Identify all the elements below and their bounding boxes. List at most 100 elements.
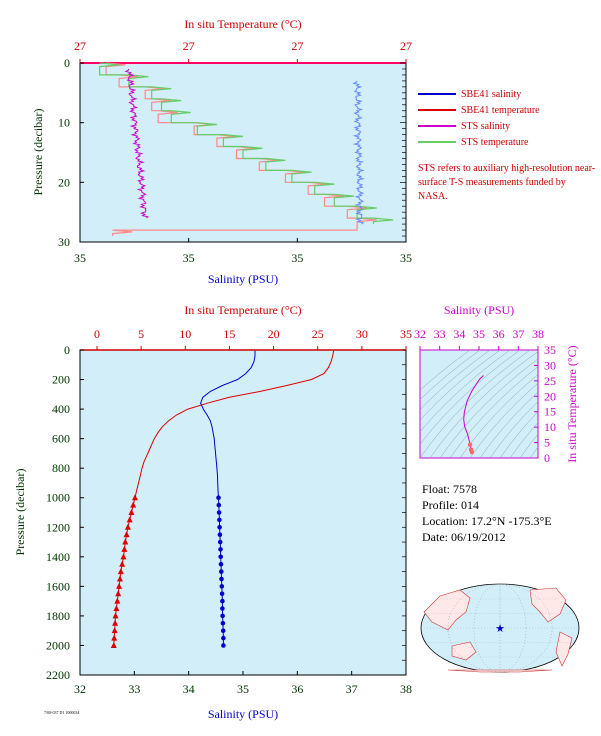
top-temp-tick-label: 27	[400, 39, 412, 53]
salinity-marker	[221, 635, 226, 641]
map-meridian	[473, 583, 527, 673]
temperature-marker	[121, 545, 128, 552]
top-sal-tick-label: 35	[400, 251, 412, 265]
main-temp-tick-label: 30	[356, 327, 368, 341]
temperature-marker	[131, 494, 138, 501]
salinity-marker	[220, 598, 225, 604]
top-panel-legend: SBE41 salinity SBE41 temperature STS salin…	[418, 86, 540, 150]
main-pressure-tick-label: 400	[52, 402, 70, 416]
main-temp-tick-label: 35	[400, 327, 412, 341]
top-pressure-tick-label: 10	[58, 116, 70, 130]
main-pressure-tick-label: 800	[52, 461, 70, 475]
temperature-marker	[110, 641, 117, 648]
legend-label: STS temperature	[461, 136, 529, 148]
main-pressure-tick-label: 1200	[46, 520, 70, 534]
top-sal-tick-label: 35	[74, 251, 86, 265]
ts-isopycnal	[420, 350, 501, 421]
legend-entry: STS salinity	[418, 118, 540, 134]
footer-text: 7/00-037 D1 1000034	[44, 710, 80, 715]
ts-isopycnal	[449, 366, 538, 458]
temperature-marker	[112, 612, 119, 619]
ts-sal-tick-label: 37	[512, 327, 524, 341]
ts-sal-tick-label: 33	[434, 327, 446, 341]
temperature-markers	[110, 494, 138, 648]
map-asia	[423, 589, 471, 631]
salinity-marker	[217, 539, 223, 545]
sts-note: STS refers to auxiliary high-resolution …	[418, 163, 596, 202]
ts-isopycnal	[420, 350, 521, 445]
top-temp-tick-label: 27	[74, 39, 86, 53]
top-panel-top-axis-title: In situ Temperature (°C)	[184, 17, 301, 31]
ts-isopycnal	[420, 350, 511, 433]
temperature-marker	[111, 634, 118, 641]
main-panel-bottom-axis-title: Salinity (PSU)	[208, 707, 278, 721]
main-panel-y-axis-title: Pressure (decibar)	[13, 469, 27, 556]
salinity-marker	[221, 643, 226, 648]
temperature-marker	[122, 538, 129, 545]
main-plot-area	[79, 349, 407, 676]
salinity-marker	[217, 532, 223, 537]
main-temp-tick-label: 20	[268, 327, 280, 341]
main-pressure-tick-label: 0	[64, 343, 70, 357]
top-trace-sts-temperature	[98, 62, 394, 225]
ts-temp-tick-label: 10	[544, 420, 556, 434]
salinity-marker	[219, 569, 224, 574]
temperature-marker	[126, 516, 133, 523]
location-map: ★	[420, 583, 580, 673]
top-panel-y-axis-title: Pressure (decibar)	[31, 109, 45, 196]
salinity-marker	[220, 606, 225, 611]
ts-isopycnal	[420, 350, 491, 410]
legend-entry: STS temperature	[418, 134, 540, 150]
ts-panel-top-ticks: 32 33 34 35 36 37 38	[414, 327, 544, 350]
top-panel-top-ticks: 27 27 27 27	[74, 39, 412, 63]
salinity-marker	[218, 561, 224, 567]
salinity-marker	[219, 584, 225, 589]
main-temp-tick-label: 15	[223, 327, 235, 341]
main-pressure-tick-label: 1400	[46, 550, 70, 564]
top-temp-tick-label: 27	[291, 39, 303, 53]
ts-sal-tick-label: 35	[473, 327, 485, 341]
main-temp-tick-label: 25	[312, 327, 324, 341]
ts-isopycnal	[479, 391, 538, 458]
main-temp-tick-label: 10	[179, 327, 191, 341]
salinity-marker	[219, 591, 225, 597]
ts-markers	[467, 442, 475, 455]
salinity-markers	[216, 495, 226, 648]
salinity-marker	[216, 502, 222, 508]
ts-isopycnal	[420, 350, 471, 391]
top-panel: In situ Temperature (°C) 27 27 27 27 35 35 35…	[31, 17, 412, 286]
legend-label: SBE41 temperature	[461, 104, 540, 116]
salinity-marker	[220, 628, 226, 633]
top-pressure-tick-label: 0	[64, 56, 70, 70]
legend-entry: SBE41 salinity	[418, 86, 540, 102]
ts-plot-area	[419, 349, 539, 459]
top-panel-bottom-axis-title: Salinity (PSU)	[208, 272, 278, 286]
ts-temp-tick-label: 30	[544, 358, 556, 372]
ts-isopycnal	[469, 382, 538, 458]
legend-swatch	[418, 109, 456, 111]
float-id: Float: 7578	[422, 482, 478, 496]
main-pressure-tick-label: 2000	[46, 638, 70, 652]
profile-date: Date: 06/19/2012	[422, 530, 506, 544]
temperature-marker	[116, 575, 123, 582]
main-panel-top-axis-title: In situ Temperature (°C)	[184, 303, 301, 317]
ts-temp-tick-label: 5	[544, 436, 550, 450]
top-pressure-tick-label: 30	[58, 235, 70, 249]
legend-entry: SBE41 temperature	[418, 102, 540, 118]
main-pressure-tick-label: 1800	[46, 609, 70, 623]
ts-panel: Salinity (PSU) 32 33 34 35 36 37 38 3530252015…	[414, 303, 579, 465]
ts-panel-right-axis-title: In situ Temperature (°C)	[565, 345, 579, 462]
temperature-marker	[117, 568, 124, 575]
salinity-marker	[217, 517, 222, 523]
map-continents	[423, 587, 573, 673]
temperature-marker	[128, 509, 135, 515]
main-sal-tick-label: 32	[74, 682, 86, 696]
top-trace-sts-salinity	[124, 68, 150, 219]
top-sal-tick-label: 35	[183, 251, 195, 265]
float-location: Location: 17.2°N -175.3°E	[422, 514, 552, 528]
main-pressure-tick-label: 2200	[46, 668, 70, 682]
temperature-marker	[130, 501, 137, 508]
main-sal-tick-label: 33	[128, 682, 140, 696]
main-panel: In situ Temperature (°C) 0 5 10 15 20 25 30 35 …	[13, 303, 412, 721]
